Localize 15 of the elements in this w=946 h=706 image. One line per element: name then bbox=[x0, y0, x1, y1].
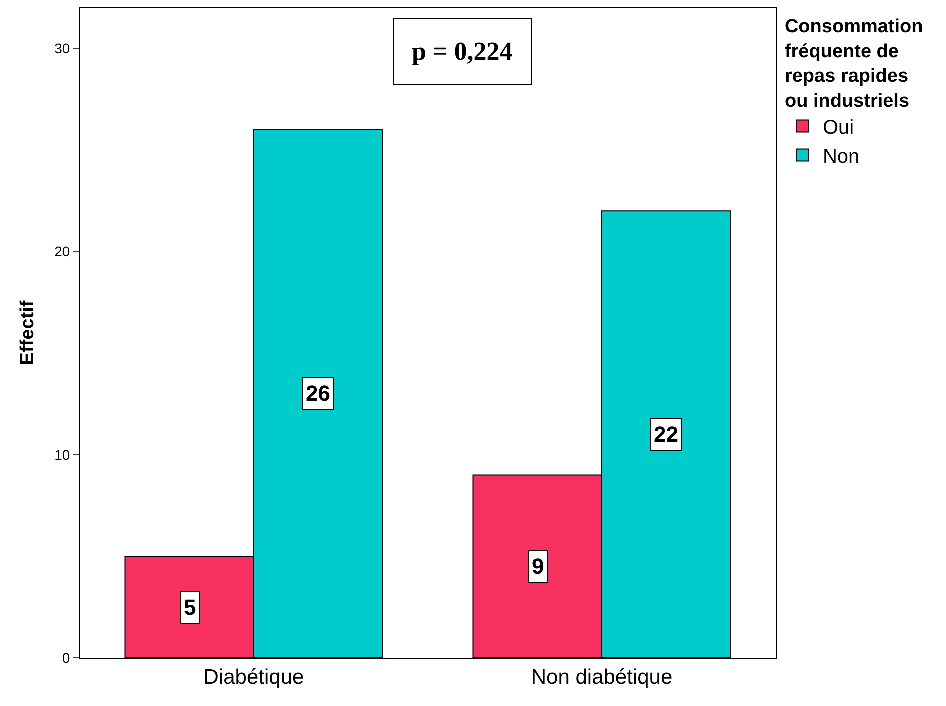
legend-label: Oui bbox=[822, 117, 854, 140]
annotation: p = 0,224 bbox=[412, 37, 513, 66]
y-tick-label: 30 bbox=[54, 40, 70, 57]
y-tick-label: 0 bbox=[62, 650, 70, 666]
x-tick-label: Non diabétique bbox=[531, 666, 673, 690]
legend-label: Non bbox=[822, 146, 860, 168]
data-label: 9 bbox=[532, 554, 544, 579]
y-tick-label: 10 bbox=[54, 446, 70, 463]
y-axis-title: Effectif bbox=[17, 300, 38, 366]
y-tick-label: 20 bbox=[54, 244, 70, 260]
legend-title: Consommation fréquente de repas rapides ou industriels bbox=[784, 16, 924, 112]
x-tick-label: Diabétique bbox=[204, 666, 304, 690]
data-label: 5 bbox=[184, 595, 196, 620]
data-label: 26 bbox=[306, 381, 330, 406]
data-label: 22 bbox=[654, 422, 678, 447]
